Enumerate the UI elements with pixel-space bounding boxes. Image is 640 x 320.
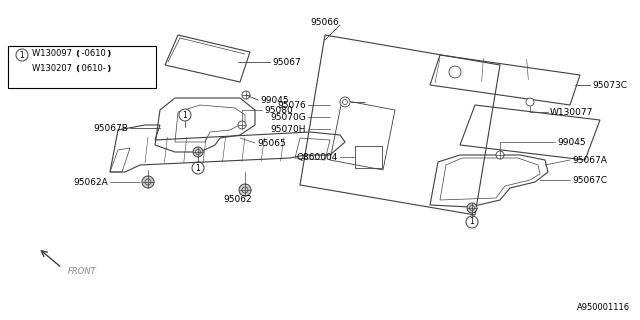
Text: 99045: 99045 xyxy=(260,95,289,105)
Circle shape xyxy=(142,176,154,188)
Circle shape xyxy=(238,121,246,129)
Text: A950001116: A950001116 xyxy=(577,303,630,312)
Text: 95067C: 95067C xyxy=(572,175,607,185)
Text: W130077: W130077 xyxy=(550,108,593,116)
Text: 1: 1 xyxy=(182,110,188,119)
Circle shape xyxy=(496,151,504,159)
Text: 95080: 95080 xyxy=(264,106,292,115)
Text: 95070G: 95070G xyxy=(270,113,306,122)
Text: 95062A: 95062A xyxy=(73,178,108,187)
Bar xyxy=(8,46,156,88)
Text: 1: 1 xyxy=(196,164,200,172)
Circle shape xyxy=(239,184,251,196)
Circle shape xyxy=(467,203,477,213)
Text: 1: 1 xyxy=(470,218,474,227)
Text: 95062: 95062 xyxy=(224,196,252,204)
Text: 95067B: 95067B xyxy=(93,124,128,132)
Circle shape xyxy=(179,109,191,121)
Circle shape xyxy=(449,66,461,78)
Text: 95070H: 95070H xyxy=(271,124,306,133)
Circle shape xyxy=(526,98,534,106)
Text: W130097 ❪-0610❫: W130097 ❪-0610❫ xyxy=(32,49,113,58)
Circle shape xyxy=(193,147,203,157)
Text: 1: 1 xyxy=(20,51,24,60)
Circle shape xyxy=(340,97,350,107)
Text: 95065: 95065 xyxy=(257,139,285,148)
Text: 95066: 95066 xyxy=(310,18,339,27)
Circle shape xyxy=(16,49,28,61)
Text: Q860004: Q860004 xyxy=(296,153,338,162)
Text: FRONT: FRONT xyxy=(68,268,97,276)
Text: 99045: 99045 xyxy=(557,138,586,147)
Text: W130207 ❪0610-❫: W130207 ❪0610-❫ xyxy=(32,63,113,73)
Text: 95067A: 95067A xyxy=(572,156,607,164)
Text: 95073C: 95073C xyxy=(592,81,627,90)
Circle shape xyxy=(466,216,478,228)
Circle shape xyxy=(192,162,204,174)
Text: 95067: 95067 xyxy=(272,58,301,67)
Text: 95076: 95076 xyxy=(277,100,306,109)
Circle shape xyxy=(242,91,250,99)
